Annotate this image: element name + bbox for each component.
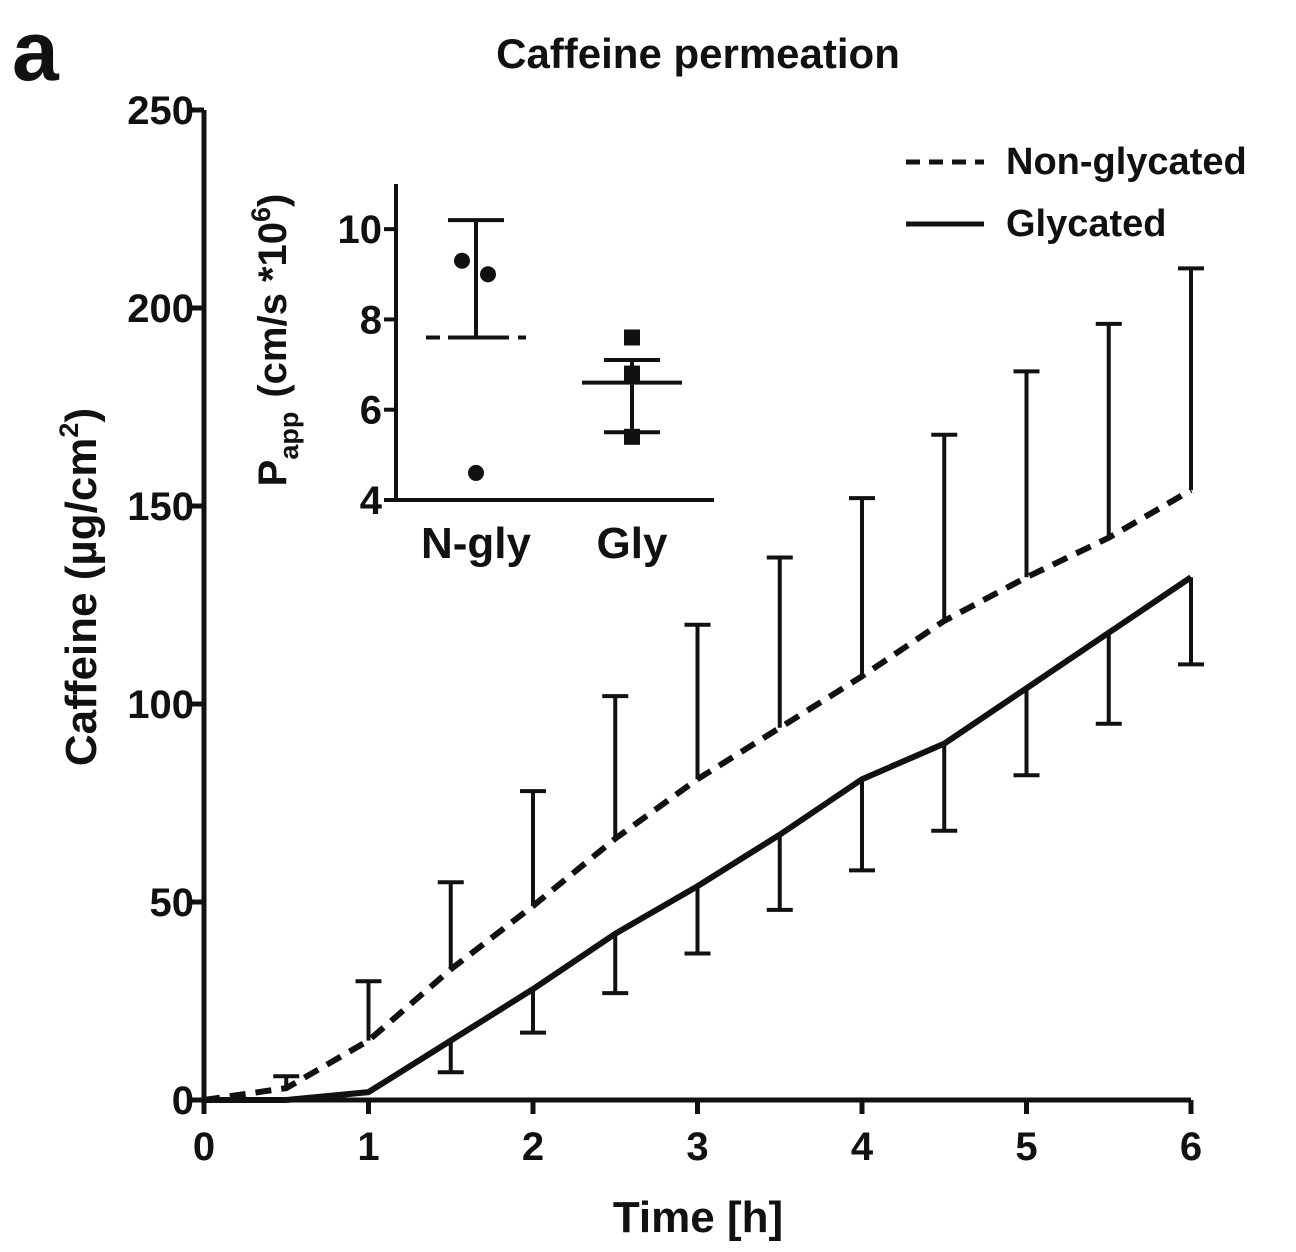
y-axis-label: Caffeine (µg/cm2) — [54, 408, 106, 766]
y-tick-label: 50 — [150, 881, 195, 925]
panel-label: a — [12, 4, 60, 98]
y-tick-label: 250 — [127, 89, 194, 133]
inset-y-tick-label: 6 — [360, 389, 382, 433]
x-tick-label: 4 — [851, 1125, 874, 1169]
inset-y-axis-label: Papp(cm/s *106) — [246, 194, 304, 487]
y-tick-label: 100 — [127, 683, 194, 727]
x-axis-label: Time [h] — [613, 1193, 783, 1242]
inset-y-tick-label: 4 — [360, 479, 383, 523]
legend-label-glycated: Glycated — [1006, 203, 1167, 245]
chart-title: Caffeine permeation — [496, 30, 900, 77]
inset-point-n-gly — [480, 266, 496, 283]
x-tick-label: 6 — [1180, 1125, 1202, 1169]
y-tick-label: 150 — [127, 485, 194, 529]
series-line-glycated — [204, 574, 1193, 1103]
x-tick-label: 0 — [193, 1125, 215, 1169]
x-tick-label: 5 — [1015, 1125, 1037, 1169]
inset-y-tick-label: 8 — [360, 298, 382, 342]
inset-point-gly — [624, 428, 640, 445]
inset-category-gly: Gly — [597, 519, 668, 568]
x-tick-label: 3 — [686, 1125, 708, 1169]
y-tick-label: 200 — [127, 287, 194, 331]
legend-label-non-glycated: Non-glycated — [1006, 141, 1247, 183]
legend: Non-glycated Glycated — [906, 141, 1247, 245]
inset-point-gly — [624, 329, 640, 346]
x-tick-label: 2 — [522, 1125, 544, 1169]
inset-y-tick-label: 10 — [338, 208, 383, 252]
inset-chart: 4 6 8 10 N-gly Gly Papp(cm/s *106) — [246, 184, 714, 568]
inset-category-n-gly: N-gly — [421, 519, 532, 568]
series-line-non-glycated — [203, 487, 1193, 1103]
inset-point-gly — [624, 365, 640, 382]
y-tick-label: 0 — [172, 1079, 194, 1123]
inset-point-n-gly — [454, 252, 470, 269]
x-tick-label: 1 — [357, 1125, 379, 1169]
inset-point-n-gly — [468, 464, 484, 481]
